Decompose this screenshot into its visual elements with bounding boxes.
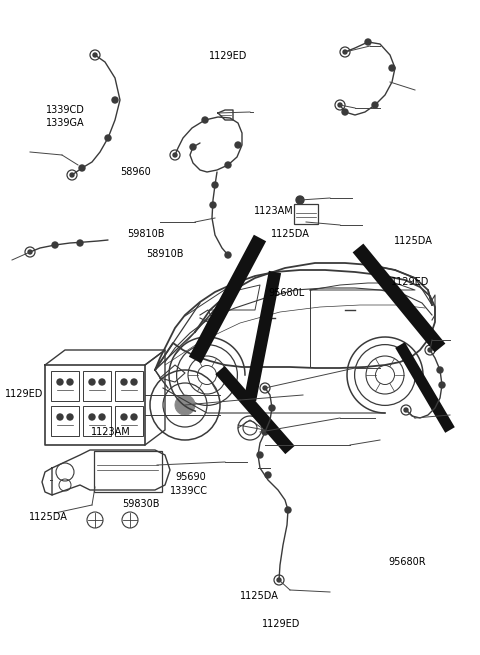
Circle shape xyxy=(28,250,32,254)
Circle shape xyxy=(277,578,281,582)
Circle shape xyxy=(437,367,443,373)
Circle shape xyxy=(257,452,263,458)
Circle shape xyxy=(296,196,304,204)
Circle shape xyxy=(342,109,348,115)
FancyBboxPatch shape xyxy=(51,371,79,401)
Text: 1125DA: 1125DA xyxy=(240,591,279,601)
Circle shape xyxy=(121,379,127,385)
Circle shape xyxy=(52,242,58,248)
Circle shape xyxy=(265,472,271,478)
Circle shape xyxy=(235,142,241,148)
Text: 1129ED: 1129ED xyxy=(262,618,300,629)
Circle shape xyxy=(202,117,208,123)
Text: 1339CD: 1339CD xyxy=(46,105,84,115)
Circle shape xyxy=(404,408,408,412)
Circle shape xyxy=(225,252,231,258)
FancyBboxPatch shape xyxy=(294,204,318,224)
Text: 1125DA: 1125DA xyxy=(271,229,310,240)
Circle shape xyxy=(99,379,105,385)
Circle shape xyxy=(89,379,95,385)
FancyBboxPatch shape xyxy=(115,371,143,401)
Circle shape xyxy=(190,144,196,150)
Circle shape xyxy=(79,165,85,171)
Text: 58910B: 58910B xyxy=(146,249,184,259)
Circle shape xyxy=(262,429,268,435)
Text: 59830B: 59830B xyxy=(122,499,160,510)
Text: 1123AM: 1123AM xyxy=(254,206,294,216)
Circle shape xyxy=(285,507,291,513)
FancyBboxPatch shape xyxy=(51,406,79,436)
Circle shape xyxy=(173,153,177,157)
Circle shape xyxy=(175,395,195,415)
Circle shape xyxy=(67,414,73,420)
Text: 1339GA: 1339GA xyxy=(46,118,84,128)
FancyBboxPatch shape xyxy=(83,406,111,436)
Text: 95690: 95690 xyxy=(175,472,206,482)
Text: 1129ED: 1129ED xyxy=(209,50,247,61)
Circle shape xyxy=(67,379,73,385)
FancyBboxPatch shape xyxy=(83,371,111,401)
Text: 58960: 58960 xyxy=(120,166,151,177)
Text: 95680L: 95680L xyxy=(269,288,305,299)
Circle shape xyxy=(338,103,342,107)
Text: 1123AM: 1123AM xyxy=(91,427,131,438)
Circle shape xyxy=(70,173,74,177)
Circle shape xyxy=(77,240,83,246)
Circle shape xyxy=(225,162,231,168)
FancyBboxPatch shape xyxy=(94,451,161,491)
Text: 1339CC: 1339CC xyxy=(170,486,208,496)
Circle shape xyxy=(105,135,111,141)
Text: 1125DA: 1125DA xyxy=(394,236,432,246)
Text: 95680R: 95680R xyxy=(389,557,426,567)
Text: 1129ED: 1129ED xyxy=(5,389,43,400)
Circle shape xyxy=(269,405,275,411)
Text: 1125DA: 1125DA xyxy=(29,512,68,523)
Circle shape xyxy=(99,414,105,420)
Circle shape xyxy=(263,386,267,390)
Circle shape xyxy=(372,102,378,108)
Circle shape xyxy=(343,50,347,54)
Circle shape xyxy=(57,379,63,385)
Circle shape xyxy=(365,39,371,45)
Circle shape xyxy=(131,379,137,385)
Circle shape xyxy=(112,97,118,103)
FancyBboxPatch shape xyxy=(115,406,143,436)
Circle shape xyxy=(93,53,97,57)
Text: 1129ED: 1129ED xyxy=(391,276,430,287)
Circle shape xyxy=(432,405,438,411)
Circle shape xyxy=(439,382,445,388)
Circle shape xyxy=(121,414,127,420)
Circle shape xyxy=(428,348,432,352)
Circle shape xyxy=(389,65,395,71)
Circle shape xyxy=(57,414,63,420)
Text: 59810B: 59810B xyxy=(127,229,165,240)
Circle shape xyxy=(89,414,95,420)
Circle shape xyxy=(210,202,216,208)
Circle shape xyxy=(212,182,218,188)
Circle shape xyxy=(131,414,137,420)
